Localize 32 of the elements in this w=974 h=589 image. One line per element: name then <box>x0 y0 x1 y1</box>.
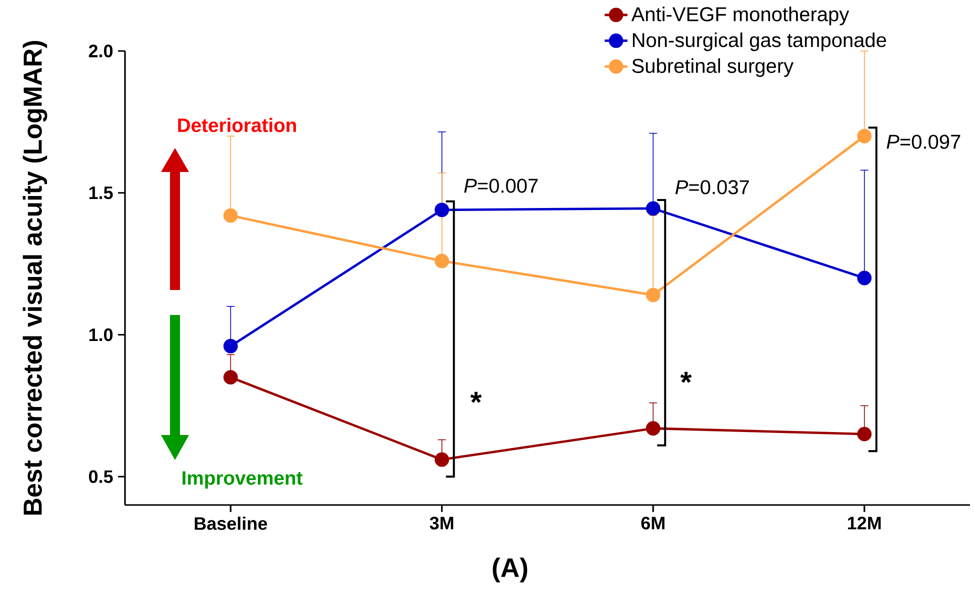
point <box>434 254 450 268</box>
y-tick-label: 2.0 <box>88 44 113 58</box>
point <box>646 201 660 216</box>
x-tick-label: Baseline <box>194 516 268 530</box>
x-tick-label: 3M <box>430 516 454 530</box>
point <box>857 426 872 442</box>
point <box>646 421 660 436</box>
annotation: P=0.097 <box>886 134 960 149</box>
annotation: P=0.037 <box>675 180 749 194</box>
point <box>857 128 872 144</box>
annotation: Improvement <box>182 471 302 489</box>
legend-label: Subretinal surgery <box>632 58 794 77</box>
y-tick-label: 1.5 <box>89 186 113 200</box>
x-tick-label: 6M <box>641 516 664 530</box>
y-axis-title: Best corrected visual acuity (LogMAR) <box>22 40 48 515</box>
point <box>223 338 238 354</box>
x-tick-label: 12M <box>848 516 881 530</box>
legend-label: Anti-VEGF monotherapy <box>631 6 850 26</box>
point <box>646 288 660 302</box>
point <box>857 270 872 286</box>
y-tick-label: 0.5 <box>88 470 113 483</box>
annotation: * <box>680 372 692 383</box>
y-tick-label: 1.0 <box>89 328 113 342</box>
point <box>223 208 238 223</box>
point <box>434 202 450 218</box>
point <box>223 370 238 385</box>
annotation: P=0.007 <box>464 178 538 193</box>
point <box>434 452 450 467</box>
annotation: Deterioration <box>178 118 296 132</box>
text: (A) <box>492 558 528 582</box>
annotation: * <box>470 392 482 403</box>
legend-label: Non-surgical gas tamponade <box>632 32 886 52</box>
